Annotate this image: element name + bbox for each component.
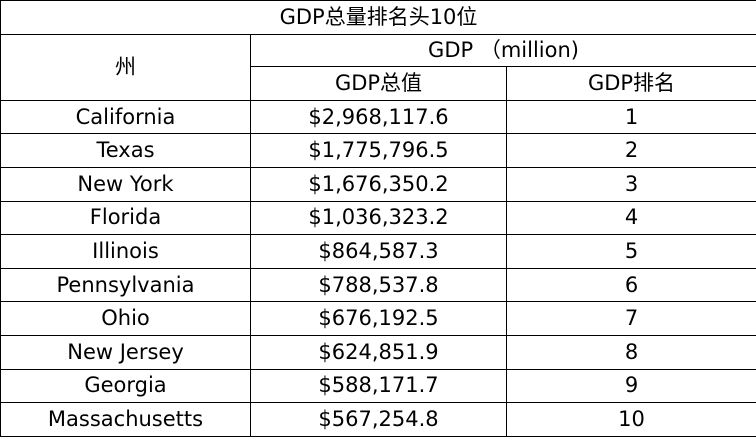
gdp-group-header[interactable]: GDP （million) (249, 33, 756, 68)
gdp-cell[interactable]: $624,851.9 (250, 335, 507, 370)
table-row: Massachusetts $567,254.8 10 (0, 402, 756, 437)
header-row-1: 州 GDP （million) (0, 33, 756, 101)
table-row: Illinois $864,587.3 5 (0, 234, 756, 269)
state-cell[interactable]: New York (0, 167, 251, 202)
gdp-cell[interactable]: $588,171.7 (250, 368, 507, 404)
gdp-cell[interactable]: $676,192.5 (250, 301, 507, 337)
table-row: Pennsylvania $788,537.8 6 (0, 267, 756, 303)
rank-cell[interactable]: 8 (505, 335, 756, 370)
rank-cell[interactable]: 7 (505, 301, 756, 337)
rank-cell[interactable]: 4 (505, 200, 756, 236)
rank-cell[interactable]: 6 (505, 267, 756, 303)
rank-cell[interactable]: 9 (505, 368, 756, 404)
gdp-cell[interactable]: $1,036,323.2 (250, 200, 507, 236)
rank-cell[interactable]: 3 (505, 167, 756, 202)
table-row: Georgia $588,171.7 9 (0, 368, 756, 404)
rank-cell[interactable]: 1 (505, 99, 756, 135)
gdp-cell[interactable]: $567,254.8 (250, 402, 507, 437)
state-cell[interactable]: Texas (0, 133, 251, 169)
gdp-total-column-header[interactable]: GDP总值 (250, 66, 507, 101)
state-cell[interactable]: Illinois (0, 234, 251, 269)
table-row: Ohio $676,192.5 7 (0, 301, 756, 337)
state-cell[interactable]: Massachusetts (0, 402, 251, 437)
table-row: Florida $1,036,323.2 4 (0, 200, 756, 236)
table-row: California $2,968,117.6 1 (0, 99, 756, 135)
rank-cell[interactable]: 10 (505, 402, 756, 437)
state-cell[interactable]: New Jersey (0, 335, 251, 370)
rank-cell[interactable]: 2 (505, 133, 756, 169)
gdp-rank-column-header[interactable]: GDP排名 (505, 66, 756, 101)
gdp-cell[interactable]: $1,775,796.5 (250, 133, 507, 169)
state-cell[interactable]: Georgia (0, 368, 251, 404)
state-cell[interactable]: Pennsylvania (0, 267, 251, 303)
gdp-cell[interactable]: $788,537.8 (250, 267, 507, 303)
gdp-cell[interactable]: $2,968,117.6 (250, 99, 507, 135)
state-cell[interactable]: California (0, 99, 251, 135)
title-row: GDP总量排名头10位 (0, 0, 756, 35)
gdp-cell[interactable]: $1,676,350.2 (250, 167, 507, 202)
table-row: New York $1,676,350.2 3 (0, 167, 756, 202)
state-cell[interactable]: Florida (0, 200, 251, 236)
state-cell[interactable]: Ohio (0, 301, 251, 337)
table-row: New Jersey $624,851.9 8 (0, 335, 756, 370)
header-row-2: GDP总值 GDP排名 (1, 66, 756, 101)
table-title[interactable]: GDP总量排名头10位 (0, 0, 756, 35)
rank-cell[interactable]: 5 (505, 234, 756, 269)
state-column-header[interactable]: 州 (0, 33, 251, 101)
gdp-cell[interactable]: $864,587.3 (250, 234, 507, 269)
table-row: Texas $1,775,796.5 2 (0, 133, 756, 169)
